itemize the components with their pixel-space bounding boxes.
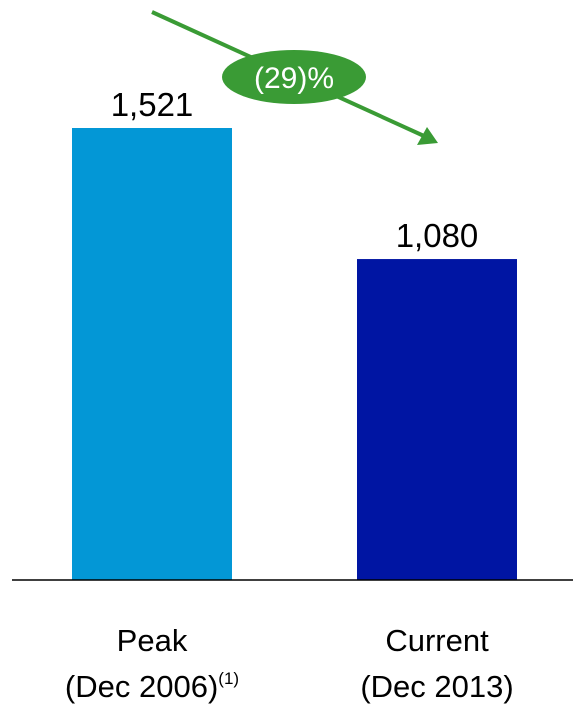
category-sublabel-peak-text: (Dec 2006) xyxy=(65,669,218,704)
change-badge xyxy=(222,50,366,104)
value-label-current: 1,080 xyxy=(396,217,479,254)
category-label-peak: Peak xyxy=(117,623,188,658)
value-label-peak: 1,521 xyxy=(111,86,194,123)
category-sublabel-current: (Dec 2013) xyxy=(360,669,513,704)
bar-peak xyxy=(72,128,232,580)
category-sublabel-peak: (Dec 2006)(1) xyxy=(65,669,239,704)
change-percent-label: (29)% xyxy=(254,62,334,95)
footnote-mark: (1) xyxy=(218,669,239,688)
bar-current xyxy=(357,259,517,580)
category-label-current: Current xyxy=(385,623,489,658)
arrow-head-icon xyxy=(417,127,438,145)
